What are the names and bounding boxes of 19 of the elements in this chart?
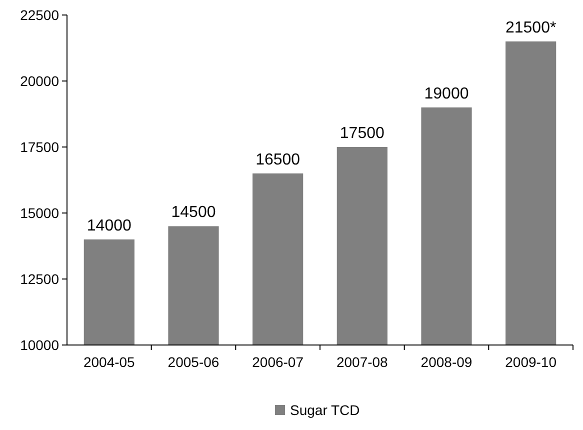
- text: 14000: [86, 217, 132, 234]
- y-tick-label: 17500: [20, 138, 60, 155]
- y-tick-label: 20000: [20, 72, 60, 89]
- text: 19000: [424, 85, 469, 102]
- text: 17500: [340, 125, 384, 142]
- x-tick-label: 2005-06: [168, 354, 220, 370]
- legend-label: Sugar TCD: [290, 402, 360, 418]
- text: 16500: [256, 151, 300, 168]
- x-tick-label: 2004-05: [83, 354, 136, 370]
- text: 14500: [171, 204, 216, 222]
- y-tick-label: 22500: [20, 6, 60, 23]
- y-tick-label: 10000: [20, 336, 60, 353]
- x-tick-label: 2008-09: [420, 354, 472, 370]
- text: 21500*: [505, 19, 556, 36]
- x-tick-label: 2007-08: [336, 354, 388, 370]
- y-tick-label: 15000: [20, 204, 60, 221]
- x-tick-label: 2009-10: [505, 354, 557, 370]
- x-tick-label: 2006-07: [252, 354, 304, 370]
- y-tick-label: 12500: [20, 270, 60, 287]
